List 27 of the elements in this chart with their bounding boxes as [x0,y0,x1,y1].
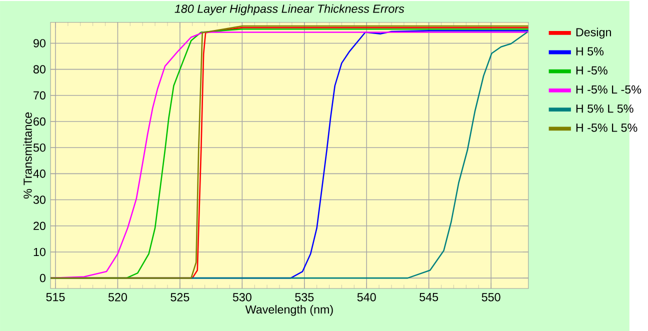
x-tick-label: 550 [482,292,500,302]
chart-title: 180 Layer Highpass Linear Thickness Errors [174,4,404,16]
y-tick-label: 80 [33,65,46,74]
legend-label: H -5% L -5% [576,85,642,94]
x-tick-label: 545 [420,292,438,302]
x-axis-title: Wavelength (nm) [245,304,333,316]
y-tick-label: 40 [33,169,46,178]
x-tick-label: 515 [46,292,65,302]
y-tick-label: 60 [34,117,46,126]
y-tick-label: 90 [34,38,46,48]
y-tick-label: 70 [34,91,46,100]
legend-label: H -5% L 5% [576,124,638,132]
legend-label: H 5% L 5% [576,104,634,113]
y-tick-label: 20 [34,222,46,230]
x-tick-label: 535 [295,292,314,302]
y-axis-title: % Transmittance [23,112,32,198]
x-tick-label: 525 [170,292,190,302]
x-tick-label: 540 [357,292,376,302]
y-tick-label: 30 [33,196,46,204]
x-tick-label: 520 [108,292,127,302]
y-tick-label: 0 [40,274,46,282]
y-tick-label: 10 [34,248,46,256]
legend-label: H -5% [576,66,608,74]
legend-label: H 5% [576,47,604,56]
legend-label: Design [576,28,611,39]
x-tick-label: 530 [232,292,252,302]
y-tick-label: 50 [33,143,46,152]
